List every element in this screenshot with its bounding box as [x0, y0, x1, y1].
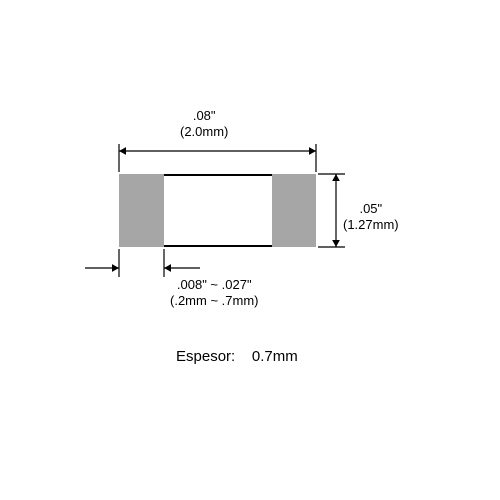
dim-terminal-label: .008" ~ .027" (.2mm ~ .7mm)	[170, 277, 258, 310]
dimension-overlay	[0, 0, 500, 500]
thickness-label: Espesor: 0.7mm	[176, 348, 298, 365]
thickness-gap	[239, 348, 247, 365]
dim-height-label: .05" (1.27mm)	[343, 201, 399, 234]
dim-width-label: .08" (2.0mm)	[180, 108, 228, 141]
thickness-prefix: Espesor:	[176, 348, 235, 365]
dim-width-metric: (2.0mm)	[180, 124, 228, 139]
chip-terminal-right	[272, 174, 316, 247]
thickness-value: 0.7mm	[252, 348, 298, 365]
dim-width-imperial: .08"	[193, 108, 216, 123]
diagram-canvas: .08" (2.0mm) .05" (1.27mm) .008" ~ .027"…	[0, 0, 500, 500]
dim-terminal-metric: (.2mm ~ .7mm)	[170, 293, 258, 308]
chip-terminal-left	[119, 174, 164, 247]
dim-terminal-imperial: .008" ~ .027"	[177, 277, 252, 292]
dim-height-imperial: .05"	[359, 201, 382, 216]
dim-height-metric: (1.27mm)	[343, 217, 399, 232]
